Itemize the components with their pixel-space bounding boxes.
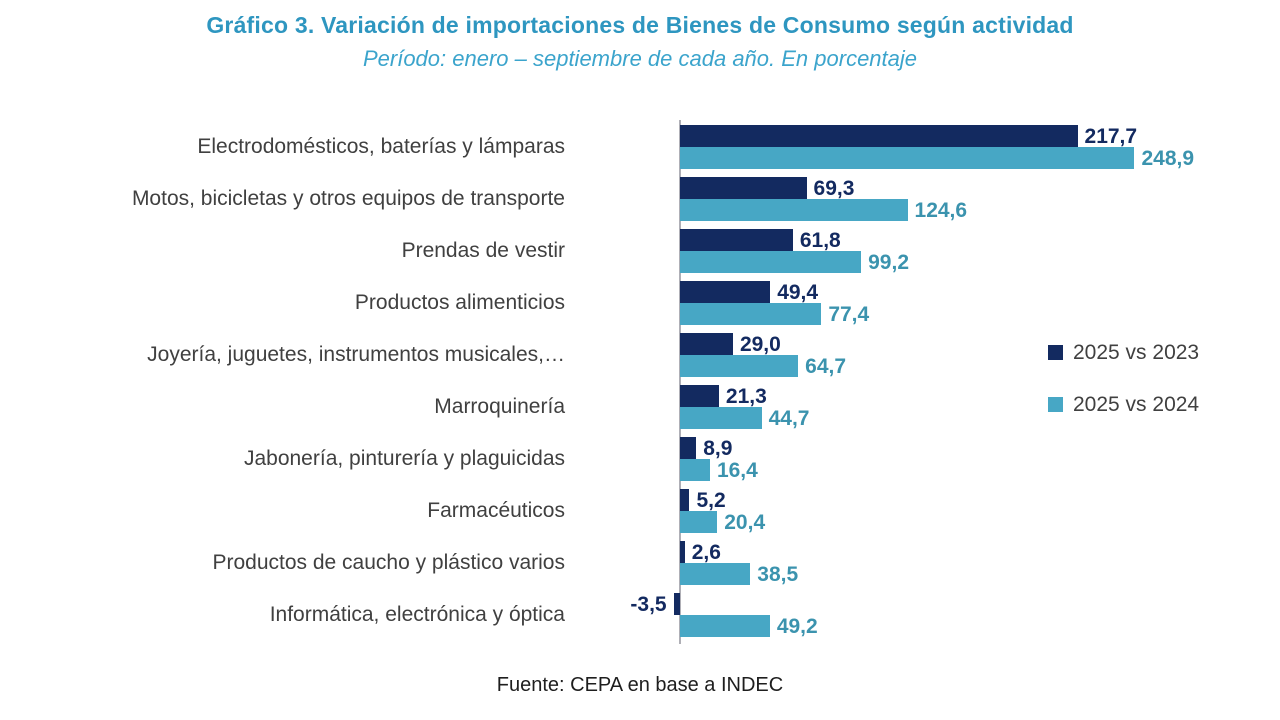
category-label: Electrodomésticos, baterías y lámparas [197, 134, 565, 158]
value-label: 8,9 [703, 437, 733, 460]
bar-2025-vs-2024 [680, 303, 822, 325]
category-label: Informática, electrónica y óptica [269, 602, 565, 626]
chart-row: Informática, electrónica y óptica -3,5 49,… [0, 590, 1280, 642]
value-label: 44,7 [768, 407, 810, 430]
plot-area: -3,5 49,2 [565, 590, 1280, 642]
legend-label: 2025 vs 2023 [1073, 340, 1200, 364]
chart-row: Jabonería, pinturería y plaguicidas 8,9 16… [0, 434, 1280, 486]
category-label: Jabonería, pinturería y plaguicidas [243, 446, 565, 470]
chart-subtitle: Período: enero – septiembre de cada año.… [362, 46, 918, 71]
bar-2025-vs-2023 [680, 385, 719, 407]
chart-legend: 2025 vs 2023 2025 vs 2024 [1048, 341, 1199, 445]
bar-2025-vs-2024 [680, 511, 718, 533]
bar-chart: Electrodomésticos, baterías y lámparas 21… [0, 122, 1280, 642]
value-label: 20,4 [724, 511, 766, 534]
chart-row: Marroquinería 21,3 44,7 [0, 382, 1280, 434]
source-note: Fuente: CEPA en base a INDEC [496, 674, 784, 696]
plot-area: 217,7 248,9 [565, 122, 1280, 174]
plot-area: 49,4 77,4 [565, 278, 1280, 330]
category-label: Prendas de vestir [401, 238, 565, 262]
chart-row: Electrodomésticos, baterías y lámparas 21… [0, 122, 1280, 174]
chart-header: Gráfico 3. Variación de importaciones de… [0, 12, 1280, 72]
category-label: Productos de caucho y plástico varios [212, 550, 565, 574]
plot-area: 2,6 38,5 [565, 538, 1280, 590]
category-label: Marroquinería [434, 394, 565, 418]
bar-2025-vs-2024 [680, 407, 762, 429]
category-label: Joyería, juguetes, instrumentos musicale… [147, 342, 565, 366]
value-label: 77,4 [828, 303, 870, 326]
value-label: 5,2 [696, 489, 726, 512]
plot-area: 21,3 44,7 [565, 382, 1280, 434]
value-label: 248,9 [1141, 147, 1195, 170]
category-label: Motos, bicicletas y otros equipos de tra… [131, 186, 565, 210]
legend-entry: 2025 vs 2023 [1048, 341, 1199, 364]
value-label: 99,2 [868, 251, 909, 274]
value-label: 16,4 [716, 459, 758, 482]
value-label: 49,2 [776, 615, 818, 638]
bar-2025-vs-2024 [680, 615, 770, 637]
bar-2025-vs-2023 [680, 437, 697, 459]
bar-2025-vs-2023 [680, 281, 771, 303]
plot-area: 61,8 99,2 [565, 226, 1280, 278]
plot-area: 8,9 16,4 [565, 434, 1280, 486]
bar-2025-vs-2024 [680, 147, 1135, 169]
chart-row: Farmacéuticos 5,2 20,4 [0, 486, 1280, 538]
legend-swatch [1048, 345, 1063, 360]
bar-2025-vs-2024 [680, 199, 908, 221]
value-label: 2,6 [691, 541, 721, 564]
value-label: 217,7 [1084, 125, 1138, 148]
value-label: 124,6 [914, 199, 968, 222]
bar-2025-vs-2024 [680, 563, 751, 585]
chart-row: Productos de caucho y plástico varios 2,6… [0, 538, 1280, 590]
bar-2025-vs-2024 [680, 459, 710, 481]
category-label: Productos alimenticios [354, 290, 565, 314]
bar-2025-vs-2023 [673, 593, 680, 615]
bar-2025-vs-2023 [680, 229, 793, 251]
chart-row: Joyería, juguetes, instrumentos musicale… [0, 330, 1280, 382]
plot-area: 29,0 64,7 [565, 330, 1280, 382]
bar-2025-vs-2023 [680, 489, 690, 511]
bar-2025-vs-2023 [680, 177, 807, 199]
value-label: 38,5 [757, 563, 799, 586]
chart-title: Gráfico 3. Variación de importaciones de… [206, 12, 1074, 38]
bar-2025-vs-2024 [680, 251, 862, 273]
chart-row: Motos, bicicletas y otros equipos de tra… [0, 174, 1280, 226]
value-label: 49,4 [777, 281, 819, 304]
bar-2025-vs-2023 [680, 125, 1078, 147]
value-label: -3,5 [630, 593, 667, 616]
plot-area: 5,2 20,4 [565, 486, 1280, 538]
bar-2025-vs-2023 [680, 333, 733, 355]
y-axis-line [679, 120, 681, 644]
legend-label: 2025 vs 2024 [1073, 392, 1200, 416]
chart-row: Productos alimenticios 49,4 77,4 [0, 278, 1280, 330]
value-label: 29,0 [739, 333, 781, 356]
legend-swatch [1048, 397, 1063, 412]
bar-2025-vs-2023 [680, 541, 685, 563]
category-label: Farmacéuticos [427, 498, 565, 522]
plot-area: 69,3 124,6 [565, 174, 1280, 226]
bar-2025-vs-2024 [680, 355, 799, 377]
value-label: 21,3 [725, 385, 767, 408]
chart-row: Prendas de vestir 61,8 99,2 [0, 226, 1280, 278]
value-label: 64,7 [805, 355, 847, 378]
legend-entry: 2025 vs 2024 [1048, 393, 1199, 416]
value-label: 61,8 [799, 229, 841, 252]
value-label: 69,3 [813, 177, 855, 200]
